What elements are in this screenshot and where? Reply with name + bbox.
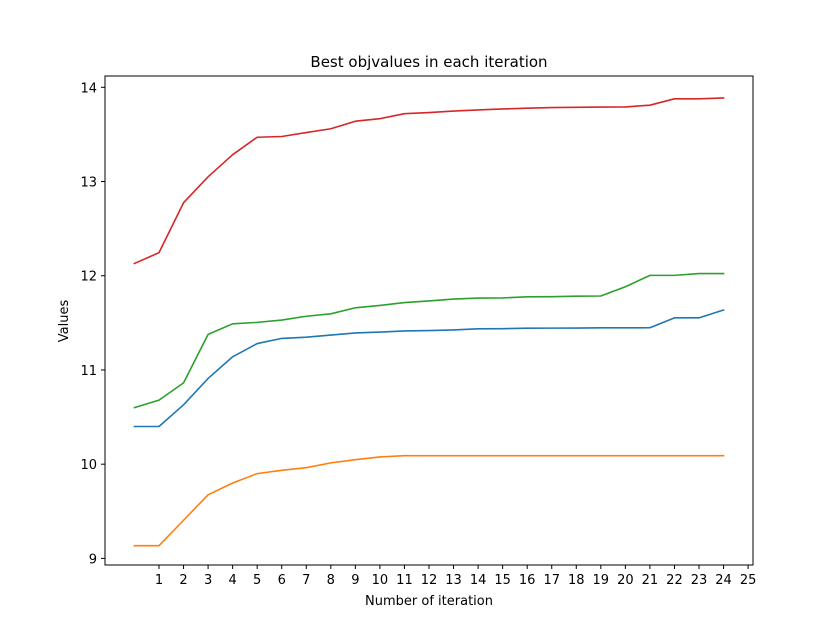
x-tick-label: 13 [445, 573, 462, 588]
x-tick-label: 22 [666, 573, 683, 588]
series-lines [133, 97, 725, 547]
x-tick-label: 4 [228, 573, 236, 588]
y-tick-label: 11 [80, 364, 97, 379]
y-tick-label: 13 [80, 176, 97, 191]
x-tick-label: 15 [494, 573, 511, 588]
chart-title: Best objvalues in each iteration [310, 53, 547, 71]
y-axis-label: Values [57, 300, 72, 343]
y-tick-label: 10 [80, 458, 97, 473]
y-axis: 9 10 11 12 13 14 [80, 81, 105, 567]
x-tick-label: 18 [568, 573, 585, 588]
x-tick-label: 9 [351, 573, 359, 588]
y-tick-label: 12 [80, 270, 97, 285]
x-tick-label: 21 [642, 573, 659, 588]
x-tick-label: 12 [421, 573, 438, 588]
series-line-4 [133, 97, 725, 265]
x-tick-label: 3 [204, 573, 212, 588]
x-tick-label: 23 [691, 573, 708, 588]
y-tick-label: 9 [89, 552, 97, 567]
x-tick-label: 19 [593, 573, 610, 588]
x-axis: 1 2 3 4 5 6 7 8 9 10 11 12 13 14 15 16 17 18 19 20 21 22 23 24 2… [155, 565, 757, 588]
x-tick-label: 7 [302, 573, 310, 588]
x-tick-label: 2 [179, 573, 187, 588]
series-line-3 [133, 272, 725, 409]
x-tick-label: 25 [740, 573, 757, 588]
x-tick-label: 20 [617, 573, 634, 588]
series-line-2 [133, 454, 725, 547]
y-tick-label: 14 [80, 81, 97, 96]
x-tick-label: 14 [470, 573, 487, 588]
x-tick-label: 16 [519, 573, 536, 588]
x-tick-label: 8 [327, 573, 335, 588]
series-line-1 [133, 308, 725, 428]
x-tick-label: 11 [396, 573, 413, 588]
x-tick-label: 1 [155, 573, 163, 588]
x-tick-label: 17 [543, 573, 560, 588]
plot-area-frame [104, 75, 754, 566]
x-axis-label: Number of iteration [365, 594, 493, 609]
x-tick-label: 24 [715, 573, 732, 588]
x-tick-label: 5 [253, 573, 261, 588]
x-tick-label: 6 [278, 573, 286, 588]
x-tick-label: 10 [372, 573, 389, 588]
